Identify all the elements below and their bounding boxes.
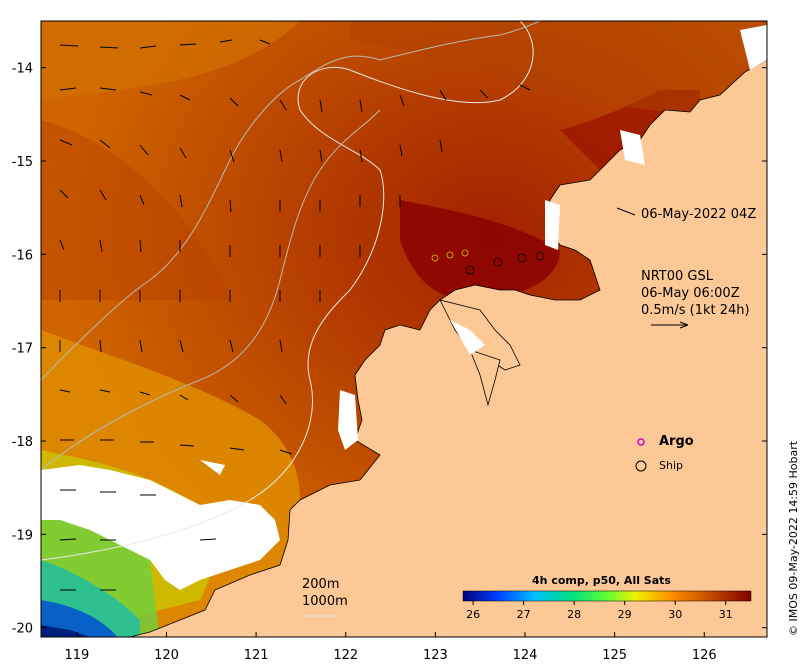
x-tick-label: 126	[692, 648, 717, 663]
colorbar-tick-label: 31	[719, 608, 733, 621]
credit-text: © IMOS 09-May-2022 14:59 Hobart	[787, 440, 800, 636]
colorbar-tick-label: 30	[668, 608, 682, 621]
colorbar	[462, 590, 752, 602]
argo-legend-label: Argo	[659, 434, 694, 449]
warm-core	[400, 200, 560, 300]
isobath-200m	[41, 21, 541, 471]
argo-legend-icon	[637, 438, 645, 446]
timestamp-label: 06-May-2022 04Z	[641, 207, 757, 222]
cloud-mask-south	[41, 465, 280, 590]
x-tick-label: 125	[602, 648, 627, 663]
current-vectors	[59, 39, 531, 591]
scale-arrow-head	[679, 321, 689, 329]
argo-floats	[431, 249, 469, 262]
plot-frame	[40, 20, 768, 638]
ship-markers	[465, 251, 545, 275]
x-tick-label: 124	[513, 648, 538, 663]
y-tick-label: -17	[12, 342, 33, 357]
y-axis: -14 -15 -16 -17 -18 -19 -20	[12, 62, 767, 637]
x-tick-label: 120	[154, 648, 179, 663]
x-tick-label: 121	[244, 648, 269, 663]
timestamp-leader	[616, 207, 636, 216]
colorbar-tick-label: 28	[567, 608, 581, 621]
y-tick-label: -15	[12, 155, 33, 170]
y-tick-label: -16	[12, 248, 33, 263]
sst-field	[41, 21, 767, 637]
colorbar-ticks: 26 27 28 29 30 31	[466, 601, 733, 621]
colorbar-tick-label: 29	[618, 608, 632, 621]
ship-legend-label: Ship	[659, 459, 683, 472]
x-tick-label: 122	[333, 648, 358, 663]
y-tick-label: -14	[12, 62, 33, 77]
y-tick-label: -19	[12, 528, 33, 543]
x-tick-label: 119	[64, 648, 89, 663]
ship-legend-icon	[635, 460, 647, 472]
isobath-1000m-label: 1000m	[302, 594, 348, 609]
colorbar-tick-label: 26	[466, 608, 480, 621]
y-tick-label: -20	[12, 622, 33, 637]
current-legend-scale: 0.5m/s (1kt 24h)	[641, 303, 750, 318]
x-tick-label: 123	[423, 648, 448, 663]
colorbar-title: 4h comp, p50, All Sats	[532, 574, 671, 587]
x-axis: 119 120 121 122 123 124 125 126	[64, 632, 717, 663]
isobath-200m-label: 200m	[302, 577, 340, 592]
current-legend-time: 06-May 06:00Z	[641, 286, 740, 301]
isobath-1000m	[41, 21, 534, 561]
colorbar-tick-label: 27	[517, 608, 531, 621]
current-legend-title: NRT00 GSL	[641, 269, 713, 284]
y-tick-label: -18	[12, 435, 33, 450]
